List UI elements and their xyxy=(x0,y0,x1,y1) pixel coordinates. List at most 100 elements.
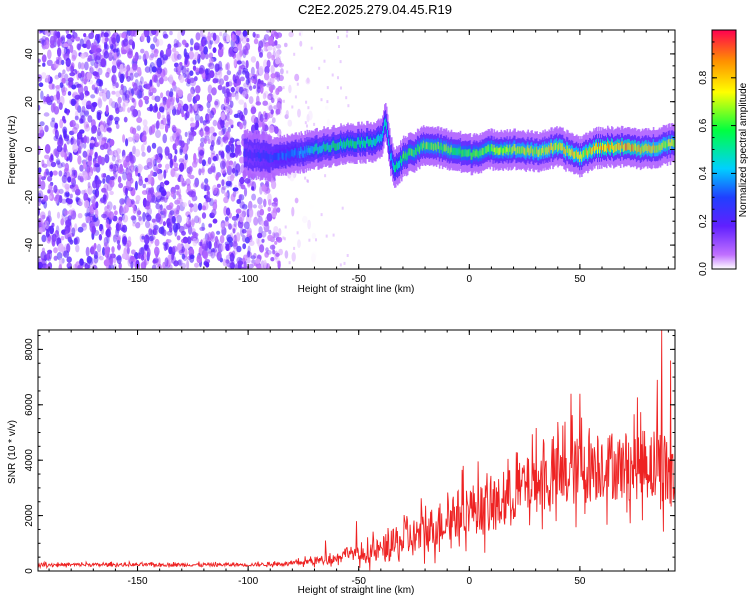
noise-speck xyxy=(122,171,128,181)
noise-speck xyxy=(55,59,60,65)
noise-speck xyxy=(135,168,139,173)
noise-speck xyxy=(73,123,80,130)
noise-speck xyxy=(47,249,53,254)
noise-speck xyxy=(82,142,87,149)
ridge-cell xyxy=(372,140,374,148)
noise-speck xyxy=(266,59,271,68)
noise-speck xyxy=(235,90,239,100)
noise-speck xyxy=(61,174,68,184)
noise-speck xyxy=(267,95,271,100)
ridge-cell xyxy=(592,147,594,155)
noise-speck xyxy=(159,106,165,113)
noise-speck xyxy=(229,137,235,143)
noise-speck xyxy=(83,109,90,115)
ridge-cell xyxy=(398,161,400,169)
noise-speck xyxy=(141,144,145,153)
noise-speck xyxy=(229,136,234,143)
ridge-cell xyxy=(568,148,570,156)
ridge-cell xyxy=(552,146,554,154)
noise-speck xyxy=(240,184,246,190)
noise-speck xyxy=(250,106,257,114)
noise-speck xyxy=(103,259,110,267)
ridge-cell xyxy=(528,147,530,156)
ridge-cell xyxy=(489,146,492,154)
noise-speck xyxy=(229,252,235,262)
noise-speck xyxy=(169,210,175,216)
noise-speck xyxy=(275,102,282,110)
noise-speck xyxy=(209,144,214,151)
ridge-cell xyxy=(404,151,407,159)
ridge-cell xyxy=(511,147,513,155)
noise-speck xyxy=(162,209,168,216)
noise-speck xyxy=(41,258,47,266)
noise-speck xyxy=(282,99,285,103)
noise-speck xyxy=(44,125,49,133)
ridge-cell xyxy=(373,137,375,145)
noise-speck xyxy=(189,70,194,76)
noise-speck xyxy=(190,254,195,259)
noise-speck xyxy=(85,39,91,50)
noise-speck xyxy=(142,183,147,189)
noise-speck xyxy=(168,264,173,269)
noise-speck xyxy=(133,165,139,172)
noise-speck xyxy=(238,99,245,105)
ridge-cell xyxy=(636,145,639,153)
ridge-cell xyxy=(516,147,518,155)
noise-speck xyxy=(225,88,230,94)
noise-speck xyxy=(168,202,174,209)
noise-speck xyxy=(299,30,303,38)
colorbar-tick-label: 0.6 xyxy=(698,118,709,132)
noise-speck xyxy=(109,179,115,188)
x-tick-label: -150 xyxy=(128,274,148,285)
noise-speck xyxy=(272,231,276,239)
spectrogram-heatmap xyxy=(38,30,675,269)
noise-speck xyxy=(232,187,239,192)
noise-speck xyxy=(162,117,167,126)
noise-speck xyxy=(66,198,73,205)
noise-speck xyxy=(136,117,143,123)
ridge-cell xyxy=(333,140,335,148)
noise-speck xyxy=(123,189,127,196)
ridge-cell xyxy=(467,149,470,157)
noise-speck xyxy=(239,111,244,121)
noise-speck xyxy=(134,180,138,191)
noise-speck xyxy=(270,64,275,74)
noise-speck xyxy=(243,82,249,88)
ridge-cell xyxy=(475,149,478,157)
noise-speck xyxy=(307,219,311,230)
noise-speck xyxy=(70,137,74,145)
ridge-cell xyxy=(418,146,421,154)
noise-speck xyxy=(210,231,215,239)
noise-speck xyxy=(155,213,161,223)
noise-speck xyxy=(194,177,200,188)
noise-speck xyxy=(44,30,50,36)
ridge-cell xyxy=(444,145,447,153)
noise-speck xyxy=(155,203,161,210)
noise-speck xyxy=(92,180,98,189)
noise-speck xyxy=(208,52,214,59)
ridge-cell xyxy=(630,144,633,152)
noise-speck xyxy=(254,122,259,131)
noise-speck xyxy=(56,91,61,100)
noise-speck xyxy=(140,48,145,54)
noise-speck xyxy=(200,39,206,45)
noise-speck xyxy=(77,140,84,150)
noise-speck xyxy=(176,204,180,212)
noise-speck xyxy=(258,65,264,76)
noise-speck xyxy=(83,78,87,85)
noise-speck xyxy=(243,221,250,230)
noise-speck xyxy=(278,74,284,82)
noise-speck xyxy=(173,50,180,61)
noise-speck xyxy=(51,117,55,122)
ridge-cell xyxy=(522,145,524,153)
noise-speck xyxy=(246,208,250,218)
noise-speck xyxy=(221,243,225,251)
noise-speck xyxy=(241,208,248,217)
noise-speck xyxy=(193,182,199,188)
noise-speck xyxy=(274,40,278,46)
ridge-cell xyxy=(323,141,325,149)
noise-speck xyxy=(195,94,201,101)
noise-speck xyxy=(87,216,92,224)
noise-speck xyxy=(111,90,116,95)
